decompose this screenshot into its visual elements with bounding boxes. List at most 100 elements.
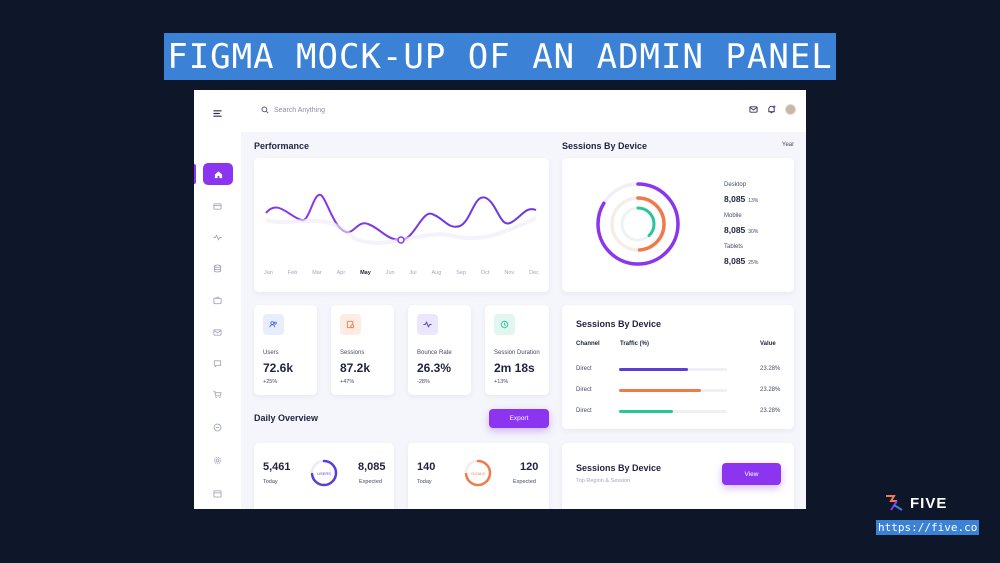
stat-label: Users [263, 350, 279, 356]
ring-label: USERS [317, 471, 331, 476]
region-title: Sessions By Device [576, 463, 662, 473]
stat-value: 87.2k [340, 361, 371, 375]
stat-label: Session Duration [494, 350, 540, 356]
sidebar-item-mail[interactable] [194, 322, 241, 342]
today-value: 140 [417, 461, 436, 473]
brand-url[interactable]: https://five.co [876, 520, 980, 535]
search-icon [261, 106, 269, 114]
table-cell-channel: Direct [576, 366, 592, 372]
device-value: 8,085 13% [724, 194, 759, 204]
month-label: Mar [312, 270, 322, 276]
month-label: Jan [264, 270, 273, 276]
region-card: Sessions By Device Top Region & Session … [562, 443, 794, 509]
activity-icon [213, 233, 222, 241]
admin-panel-mockup: Search Anything Performance Jan Feb Mar Apr… [194, 90, 806, 509]
sessions-device-title: Sessions By Device [562, 141, 648, 151]
menu-icon[interactable] [194, 103, 241, 123]
ring-label: GOALS [471, 471, 485, 476]
sidebar-item-chat[interactable] [194, 353, 241, 373]
sidebar-item-cards[interactable] [194, 196, 241, 216]
stat-card-sessions[interactable]: Sessions 87.2k +47% [331, 305, 394, 395]
traffic-bar-fill [619, 410, 673, 413]
sidebar-item-activity[interactable] [194, 227, 241, 247]
period-selector[interactable]: Year [782, 142, 795, 148]
five-logo: FIVE [884, 493, 947, 513]
help-icon [213, 423, 222, 431]
export-button[interactable]: Export [489, 409, 549, 428]
sidebar-item-wallet[interactable] [194, 290, 241, 310]
expected-value: 8,085 [358, 461, 386, 473]
table-cell-value: 23.28% [760, 387, 781, 393]
month-label: Aug [431, 270, 442, 276]
performance-title: Performance [254, 141, 310, 151]
bell-icon[interactable] [767, 105, 776, 114]
table-cell-channel: Direct [576, 387, 592, 393]
overview-card-users: 5,461 Today USERS 8,085 Expected [254, 443, 394, 509]
stat-change: +25% [263, 379, 278, 385]
stat-card-bounce-rate[interactable]: Bounce Rate 26.3% -28% [408, 305, 471, 395]
chat-icon [213, 359, 222, 368]
expected-value: 120 [520, 461, 539, 473]
device-value: 8,085 30% [724, 225, 759, 235]
users-ring: USERS [310, 459, 338, 487]
daily-overview-title: Daily Overview [254, 413, 319, 423]
sidebar-item-home[interactable] [203, 163, 233, 185]
month-label: Feb [287, 270, 298, 276]
search-placeholder: Search Anything [274, 106, 325, 114]
performance-card: Jan Feb Mar Apr May Jun Jul Aug Sep Oct Nov Dec [254, 158, 549, 292]
traffic-bar [619, 410, 727, 413]
region-subtitle: Top Region & Session [576, 478, 631, 484]
column-header-value: Value [760, 341, 776, 347]
sessions-table-title: Sessions By Device [576, 319, 662, 329]
stat-value: 26.3% [417, 361, 452, 375]
stat-value: 2m 18s [494, 361, 535, 375]
mail-icon[interactable] [749, 105, 758, 114]
stat-value: 72.6k [263, 361, 294, 375]
month-label: Nov [504, 270, 515, 276]
stat-change: -28% [417, 379, 430, 385]
month-label: Dec [529, 270, 539, 276]
clock-icon [494, 314, 515, 335]
device-label: Mobile [724, 213, 742, 219]
wallet-icon [213, 295, 222, 304]
search-input[interactable]: Search Anything [261, 106, 325, 114]
column-header-channel: Channel [576, 341, 600, 347]
sidebar [194, 90, 241, 509]
expected-label: Expected [359, 479, 382, 485]
home-icon [214, 170, 222, 178]
sidebar-item-cart[interactable] [194, 384, 241, 404]
users-icon [263, 314, 284, 335]
overview-card-goals: 140 Today GOALS 120 Expected [408, 443, 549, 509]
expected-label: Expected [513, 479, 536, 485]
stat-card-users[interactable]: Users 72.6k +25% [254, 305, 317, 395]
gear-icon [213, 456, 222, 464]
pulse-icon [417, 314, 438, 335]
avatar[interactable] [785, 104, 796, 115]
sidebar-item-database[interactable] [194, 258, 241, 278]
card-icon [213, 202, 222, 210]
sidebar-item-calendar[interactable] [194, 483, 241, 503]
month-label: Apr [336, 270, 346, 276]
active-marker [194, 164, 196, 184]
ring-desktop [596, 182, 680, 266]
mail-icon [213, 328, 222, 336]
device-label: Desktop [724, 182, 747, 188]
sidebar-item-help[interactable] [194, 417, 241, 437]
month-label: Oct [480, 270, 490, 276]
performance-line-chart [265, 193, 537, 245]
table-cell-channel: Direct [576, 408, 592, 414]
stat-change: +47% [340, 379, 355, 385]
calendar-icon [213, 489, 222, 498]
view-button[interactable]: View [722, 463, 781, 485]
stat-card-session-duration[interactable]: Session Duration 2m 18s +13% [485, 305, 549, 395]
goals-ring: GOALS [464, 459, 492, 487]
banner-title: FIGMA MOCK-UP OF AN ADMIN PANEL [164, 33, 836, 80]
stat-label: Bounce Rate [417, 350, 452, 356]
table-cell-value: 23.28% [760, 408, 781, 414]
ring-mobile [610, 196, 666, 252]
month-label: Jul [409, 270, 417, 276]
database-icon [213, 264, 222, 272]
traffic-bar [619, 368, 727, 371]
performance-active-point[interactable] [397, 236, 405, 244]
sidebar-item-settings[interactable] [194, 450, 241, 470]
